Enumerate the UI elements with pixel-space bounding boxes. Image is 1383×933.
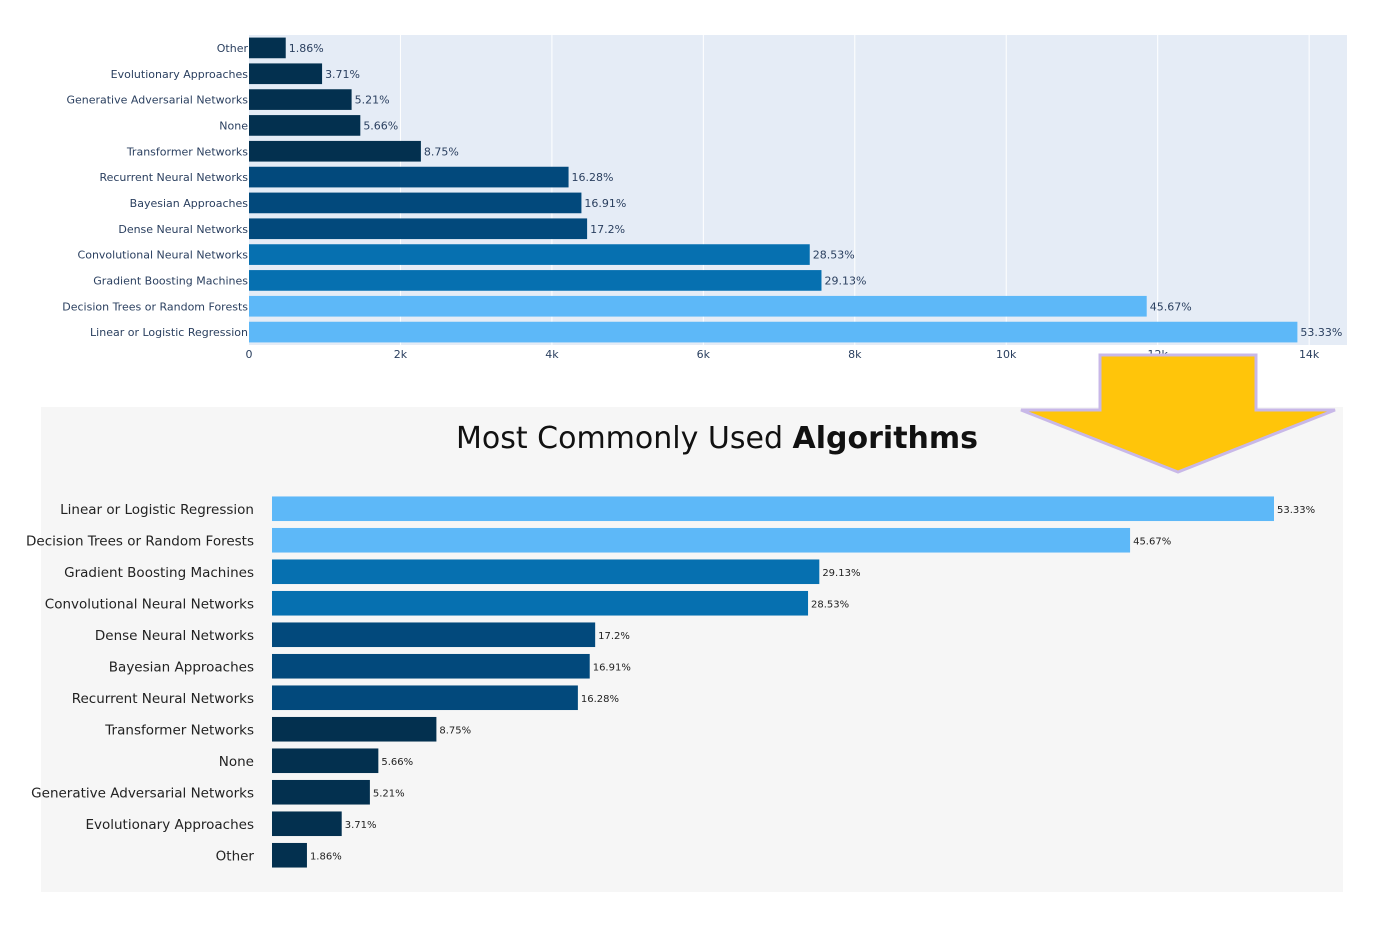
top-bar-none — [249, 115, 361, 136]
top-bar-decision-trees-or-random-forests — [249, 295, 1147, 317]
bottom-value-label: 5.66% — [381, 757, 413, 768]
top-value-label: 1.86% — [289, 42, 324, 55]
bottom-category-label: Gradient Boosting Machines — [64, 565, 254, 581]
top-category-label: Linear or Logistic Regression — [90, 326, 248, 339]
bottom-value-label: 29.13% — [822, 568, 860, 579]
bottom-category-label: Convolutional Neural Networks — [45, 596, 254, 612]
bottom-category-label: Recurrent Neural Networks — [72, 691, 254, 707]
top-category-label: Bayesian Approaches — [130, 197, 249, 210]
bottom-bar-generative-adversarial-networks — [272, 779, 370, 805]
top-bar-gradient-boosting-machines — [249, 270, 822, 291]
top-value-label: 17.2% — [590, 223, 625, 236]
top-value-label: 8.75% — [424, 145, 459, 158]
top-x-tick-label: 6k — [697, 348, 711, 361]
top-value-label: 45.67% — [1150, 300, 1192, 313]
bottom-value-label: 3.71% — [345, 820, 377, 831]
bottom-category-label: Linear or Logistic Regression — [60, 502, 254, 518]
bottom-bar-none — [272, 748, 379, 774]
top-bar-convolutional-neural-networks — [249, 244, 810, 265]
bottom-bar-evolutionary-approaches — [272, 811, 342, 837]
top-value-label: 16.28% — [572, 171, 614, 184]
bottom-category-label: None — [219, 754, 254, 770]
chart-bottom-panel — [41, 407, 1343, 892]
bottom-bar-other — [272, 842, 307, 868]
top-bar-transformer-networks — [249, 140, 421, 162]
bottom-title-bold: Algorithms — [793, 421, 978, 456]
top-x-tick-label: 10k — [996, 348, 1017, 361]
top-bar-linear-or-logistic-regression — [249, 321, 1298, 343]
top-category-label: Recurrent Neural Networks — [99, 171, 248, 184]
top-value-label: 5.66% — [363, 119, 398, 132]
top-category-label: Convolutional Neural Networks — [78, 249, 249, 262]
bottom-value-label: 17.2% — [598, 631, 630, 642]
bottom-chart-title: Most Commonly Used Algorithms — [456, 421, 978, 456]
bottom-category-label: Decision Trees or Random Forests — [26, 533, 254, 549]
bottom-bar-decision-trees-or-random-forests — [272, 527, 1131, 553]
bottom-category-label: Dense Neural Networks — [95, 628, 254, 644]
top-category-label: Decision Trees or Random Forests — [62, 300, 248, 313]
top-x-tick-label: 4k — [545, 348, 559, 361]
bottom-value-label: 1.86% — [310, 851, 342, 862]
top-bar-evolutionary-approaches — [249, 63, 323, 85]
top-plot-background — [249, 35, 1347, 345]
top-category-label: Other — [217, 42, 249, 55]
bottom-bar-gradient-boosting-machines — [272, 559, 820, 585]
bottom-bar-bayesian-approaches — [272, 653, 590, 679]
bottom-category-label: Evolutionary Approaches — [85, 817, 254, 833]
top-category-label: Evolutionary Approaches — [111, 68, 249, 81]
bottom-value-label: 53.33% — [1277, 505, 1315, 516]
top-category-label: Dense Neural Networks — [118, 223, 248, 236]
bottom-bar-dense-neural-networks — [272, 622, 596, 648]
top-bar-generative-adversarial-networks — [249, 89, 352, 110]
bottom-value-label: 16.91% — [593, 662, 631, 673]
bottom-bar-convolutional-neural-networks — [272, 590, 809, 616]
bottom-category-label: Other — [216, 848, 255, 864]
top-value-label: 5.21% — [355, 94, 390, 107]
top-category-label: Transformer Networks — [126, 145, 248, 158]
top-x-tick-label: 0 — [246, 348, 253, 361]
top-value-label: 29.13% — [824, 274, 866, 287]
top-value-label: 53.33% — [1300, 326, 1342, 339]
bottom-bar-linear-or-logistic-regression — [272, 496, 1274, 522]
top-bar-recurrent-neural-networks — [249, 166, 569, 188]
bottom-bar-transformer-networks — [272, 716, 437, 742]
top-value-label: 3.71% — [325, 68, 360, 81]
bottom-category-label: Bayesian Approaches — [109, 659, 254, 675]
top-bar-bayesian-approaches — [249, 192, 582, 214]
top-category-label: Generative Adversarial Networks — [66, 94, 248, 107]
top-category-label: Gradient Boosting Machines — [93, 274, 248, 287]
bottom-value-label: 28.53% — [811, 599, 849, 610]
bottom-value-label: 5.21% — [373, 788, 405, 799]
bottom-category-label: Generative Adversarial Networks — [31, 785, 254, 801]
bottom-category-label: Transformer Networks — [104, 722, 254, 738]
bottom-value-label: 16.28% — [581, 694, 619, 705]
bottom-value-label: 45.67% — [1133, 536, 1171, 547]
bottom-title-regular: Most Commonly Used — [456, 421, 793, 456]
chart-top-original: Other Evolutionary Approaches Generative A… — [62, 35, 1347, 361]
bottom-bar-recurrent-neural-networks — [272, 685, 578, 711]
top-x-tick-label: 2k — [394, 348, 408, 361]
top-bar-other — [249, 37, 286, 59]
bottom-value-label: 8.75% — [439, 725, 471, 736]
top-category-label: None — [219, 119, 248, 132]
top-x-tick-label: 8k — [848, 348, 862, 361]
top-bar-dense-neural-networks — [249, 218, 588, 240]
top-value-label: 16.91% — [584, 197, 626, 210]
top-value-label: 28.53% — [813, 249, 855, 262]
